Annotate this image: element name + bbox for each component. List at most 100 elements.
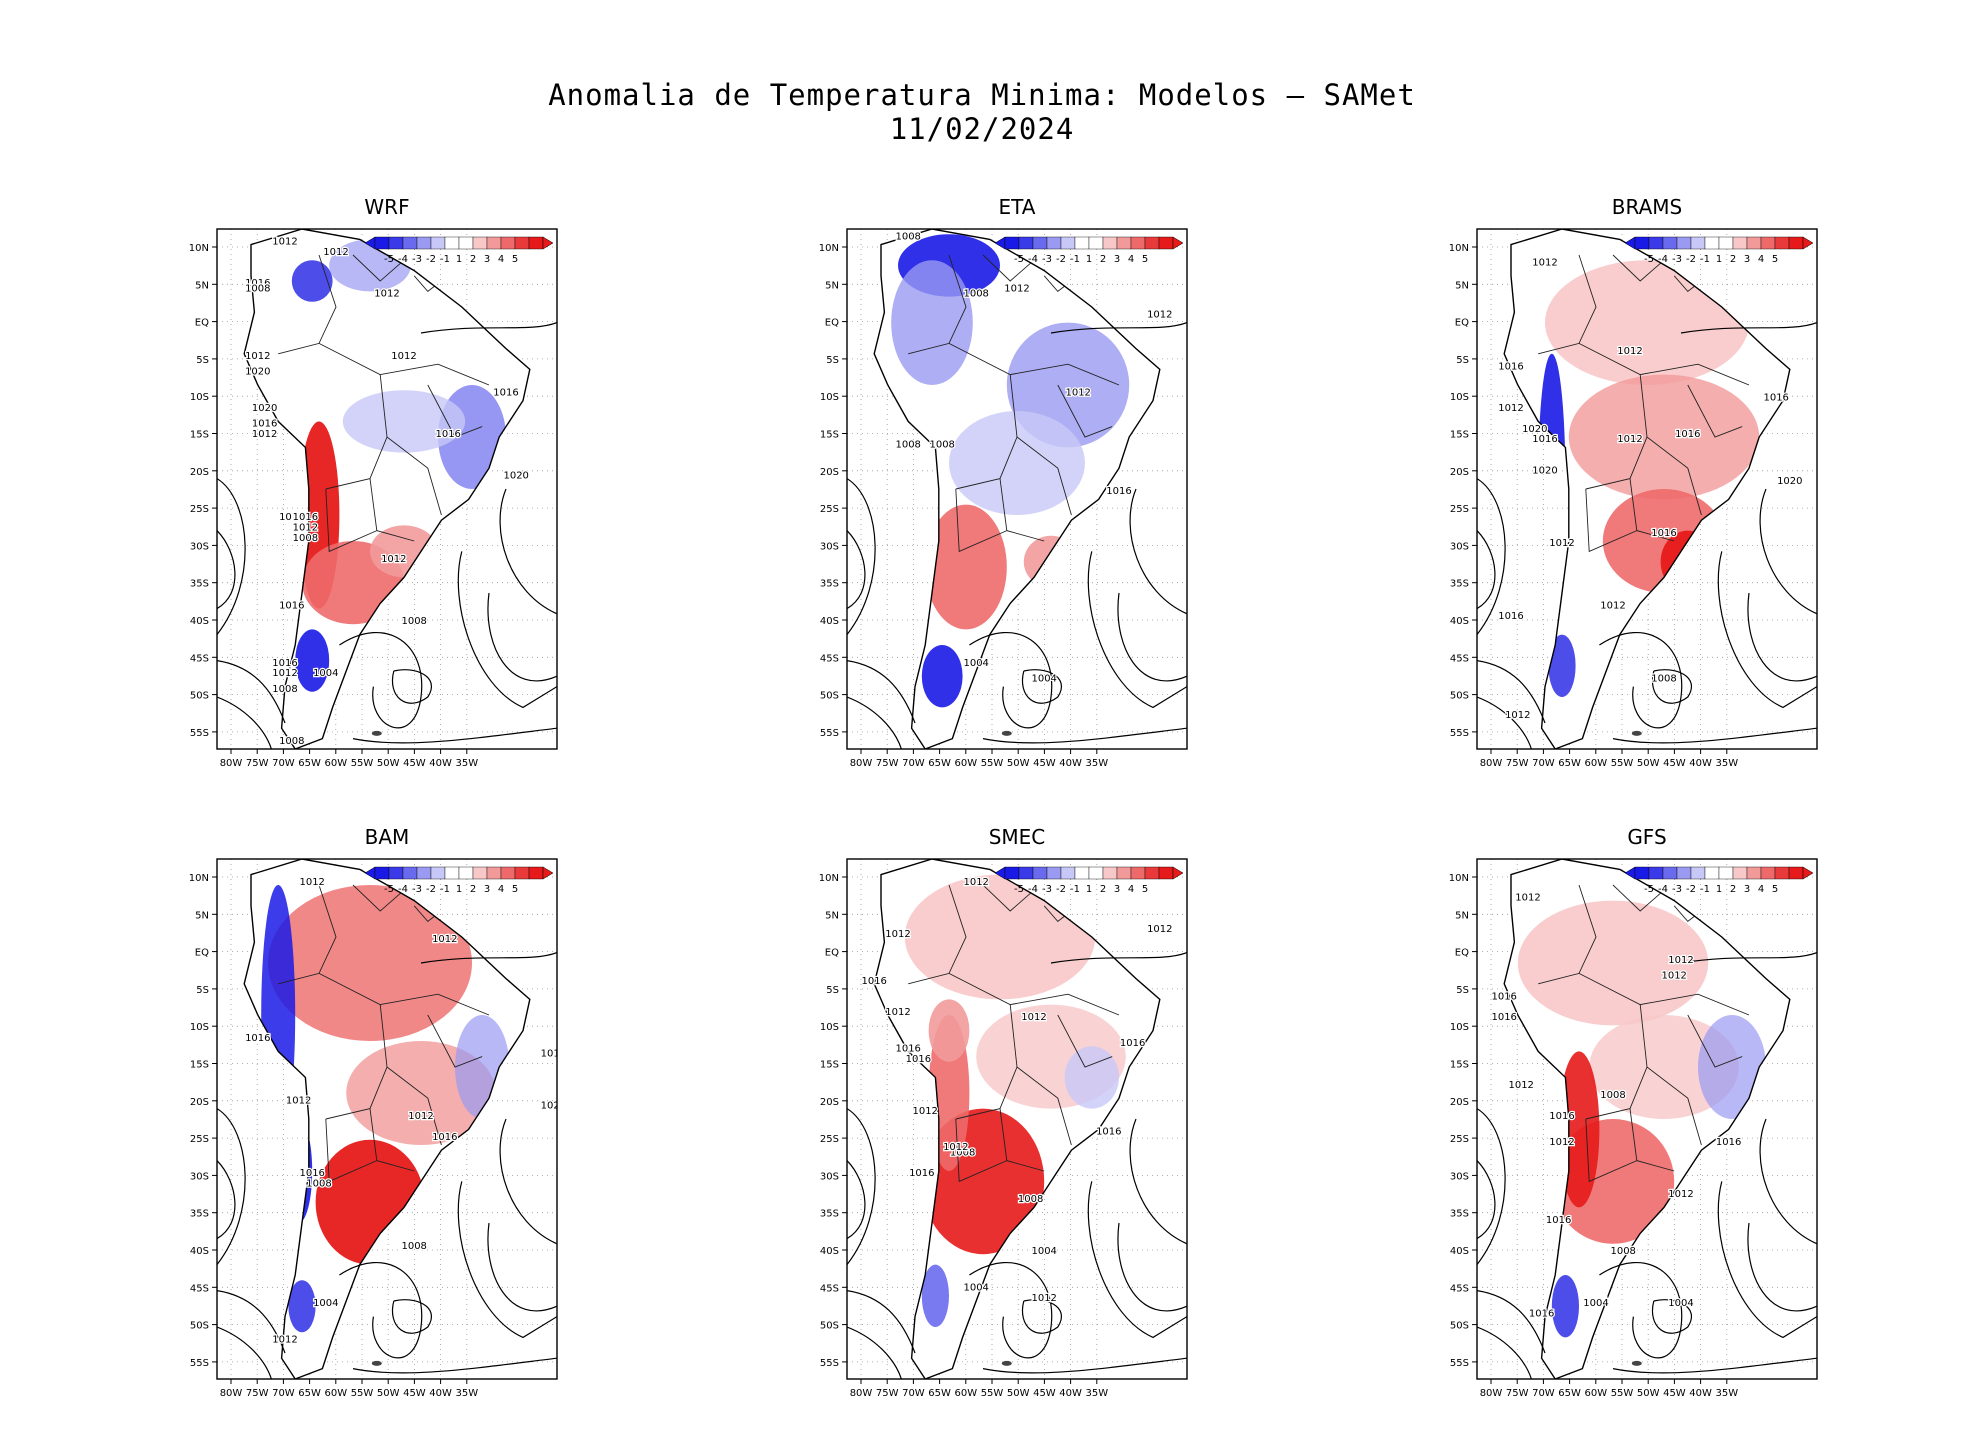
- colorbar-label: -1: [1700, 254, 1710, 265]
- colorbar-label: -1: [1700, 884, 1710, 895]
- lat-label: 30S: [190, 541, 209, 552]
- colorbar-label: -5: [1644, 884, 1654, 895]
- colorbar-cell: [528, 866, 544, 880]
- panel-gfs: GFS 1012 1012 1012 1016 1016 1012 1016 1008 1012…: [1437, 825, 1857, 1425]
- lon-label: 75W: [876, 1388, 899, 1399]
- isobar-line: [487, 1222, 557, 1312]
- colorbar-cell: [388, 236, 404, 250]
- colorbar-cell: [1088, 236, 1104, 250]
- colorbar-cell: [1760, 236, 1776, 250]
- lon-label: 75W: [246, 758, 269, 769]
- colorbar-label: -3: [1672, 254, 1682, 265]
- country-border: [427, 1014, 483, 1068]
- lon-label: 45W: [1663, 1388, 1686, 1399]
- colorbar-label: -3: [1042, 254, 1052, 265]
- lat-label: 5N: [825, 280, 839, 291]
- lat-label: EQ: [825, 948, 839, 959]
- lat-label: 25S: [820, 504, 839, 515]
- isobar-label: 1008: [401, 1241, 426, 1252]
- isobar-label: 1020: [245, 367, 270, 378]
- isobar-label: 1008: [401, 616, 426, 627]
- lon-label: 80W: [220, 1388, 243, 1399]
- isobar-line: [420, 952, 557, 964]
- anomaly-patch: [891, 260, 973, 385]
- country-border: [1585, 1118, 1637, 1183]
- country-border: [908, 254, 967, 355]
- lon-label: 70W: [272, 758, 295, 769]
- lat-label: 10S: [820, 392, 839, 403]
- isobar-label: 1016: [1532, 434, 1557, 445]
- isobar-line: [847, 1326, 902, 1379]
- lat-label: 10S: [1450, 1022, 1469, 1033]
- lat-label: 35S: [1450, 579, 1469, 590]
- isobar-label: 1012: [963, 877, 988, 888]
- map-frame: [216, 228, 558, 750]
- colorbar-label: 1: [1086, 884, 1092, 895]
- colorbar-label: -1: [1070, 254, 1080, 265]
- anomaly-patch: [288, 1280, 316, 1333]
- lat-label: 20S: [1450, 467, 1469, 478]
- colorbar-label: 1: [1716, 884, 1722, 895]
- isobar-line: [420, 322, 557, 334]
- lat-label: 20S: [820, 1097, 839, 1108]
- lat-label: 15S: [190, 1060, 209, 1071]
- isobar-label: 1016: [252, 419, 277, 430]
- anomaly-field: [278, 239, 506, 692]
- isobar-line: [217, 1160, 236, 1240]
- colorbar-label: 1: [1086, 254, 1092, 265]
- colorbar-label: -2: [426, 254, 436, 265]
- colorbar-cell: [444, 236, 460, 250]
- isobar-line: [1759, 1118, 1817, 1245]
- country-border: [955, 488, 1007, 553]
- anomaly-field: [904, 874, 1126, 1327]
- colorbar-label: 4: [1758, 254, 1764, 265]
- lat-label: 35S: [820, 579, 839, 590]
- isobar-label: 1012: [1549, 538, 1574, 549]
- lat-label: 5N: [825, 910, 839, 921]
- isobar-line: [499, 488, 557, 615]
- panel-title: GFS: [1627, 825, 1667, 849]
- lon-label: 70W: [272, 1388, 295, 1399]
- isobar-line: [847, 660, 916, 724]
- colorbar-cell: [1676, 236, 1692, 250]
- colorbar-cell: [1718, 866, 1734, 880]
- isobar-line: [1680, 322, 1817, 334]
- falkland-islands: [1631, 730, 1642, 736]
- colorbar-cell: [1746, 236, 1762, 250]
- colorbar-label: -5: [384, 254, 394, 265]
- isobar-line: [217, 660, 286, 724]
- country-border: [1538, 254, 1597, 355]
- country-border: [948, 342, 1120, 386]
- isobar-line: [1021, 1299, 1062, 1334]
- anomaly-patch: [268, 885, 472, 1041]
- colorbar-end: [1802, 236, 1814, 250]
- isobar-label: 1008: [1018, 1194, 1043, 1205]
- falkland-islands: [371, 1360, 382, 1366]
- isobar-line: [487, 592, 557, 682]
- isobar-line: [1117, 1222, 1187, 1312]
- lat-label: 35S: [190, 1209, 209, 1220]
- lon-label: 65W: [1558, 758, 1581, 769]
- isobar-label: 1004: [963, 658, 988, 669]
- lat-label: 40S: [190, 1246, 209, 1257]
- lon-label: 65W: [928, 758, 951, 769]
- isobar-line: [1599, 1262, 1683, 1359]
- lat-label: 55S: [190, 1358, 209, 1369]
- lat-label: 20S: [1450, 1097, 1469, 1108]
- isobar-line: [847, 696, 902, 749]
- isobar-line: [1599, 632, 1683, 729]
- lat-label: 55S: [1450, 728, 1469, 739]
- isobar-label: 1016: [432, 1132, 457, 1143]
- colorbar-cell: [1774, 236, 1790, 250]
- lat-label: 55S: [190, 728, 209, 739]
- colorbar-cell: [514, 866, 530, 880]
- colorbar-cell: [1788, 236, 1804, 250]
- lon-label: 50W: [377, 1388, 400, 1399]
- lat-label: 15S: [190, 430, 209, 441]
- lon-label: 35W: [455, 758, 478, 769]
- colorbar-cell: [1158, 236, 1174, 250]
- isobar-line: [499, 1118, 557, 1245]
- lat-label: 15S: [1450, 1060, 1469, 1071]
- colorbar-label: 1: [1716, 254, 1722, 265]
- isobar-label: 1012: [1532, 257, 1557, 268]
